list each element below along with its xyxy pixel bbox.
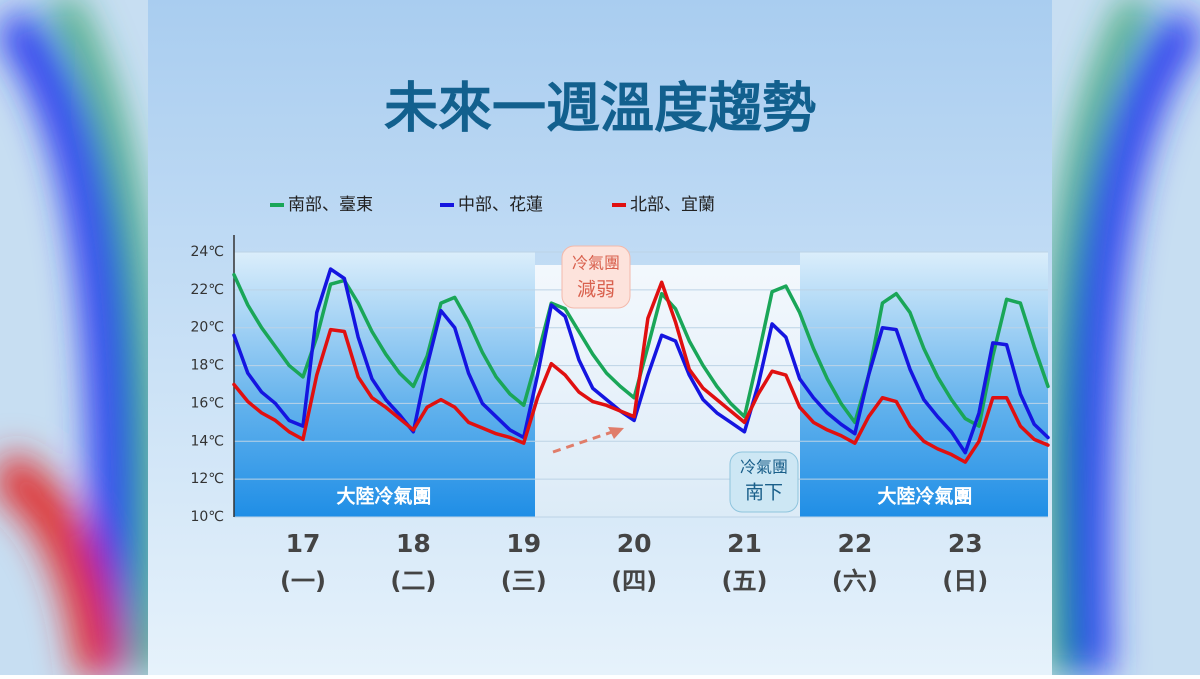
callout: 減弱: [577, 279, 615, 301]
arrow-head: [608, 427, 624, 439]
series-line: [232, 267, 1050, 455]
region-label: 大陸冷氣團: [877, 485, 972, 508]
x-tick-sublabel: (四): [611, 567, 657, 595]
y-tick-label: 12℃: [190, 471, 224, 487]
x-tick-sublabel: (五): [722, 567, 768, 595]
callout: 冷氣團: [740, 458, 788, 477]
x-tick-sublabel: (日): [942, 567, 988, 595]
x-tick-label: 18: [396, 529, 431, 558]
arrow: [552, 430, 613, 454]
y-tick-label: 10℃: [190, 509, 224, 525]
x-tick-sublabel: (二): [390, 567, 436, 595]
legend-label: 中部、花蓮: [458, 195, 543, 215]
y-tick-label: 16℃: [190, 395, 224, 411]
y-tick-label: 20℃: [190, 320, 224, 336]
callout: 冷氣團: [572, 254, 620, 273]
callout: 南下: [745, 482, 783, 504]
callout-box: [729, 451, 799, 513]
x-tick-label: 17: [286, 529, 321, 558]
series-line: [232, 280, 1050, 464]
x-tick-label: 23: [948, 529, 983, 558]
chart-title: 未來一週溫度趨勢: [384, 77, 816, 140]
y-tick-label: 18℃: [190, 358, 224, 374]
y-tick-label: 22℃: [190, 282, 224, 298]
x-tick-sublabel: (六): [832, 567, 878, 595]
legend-label: 北部、宜蘭: [630, 195, 715, 215]
y-tick-label: 14℃: [190, 433, 224, 449]
callout-box: [561, 245, 631, 309]
region-label: 大陸冷氣團: [336, 485, 431, 508]
legend-label: 南部、臺東: [288, 195, 373, 215]
cold-region: [800, 252, 1048, 517]
y-tick-label: 24℃: [190, 244, 224, 260]
x-tick-label: 19: [506, 529, 541, 558]
cold-region: [234, 252, 535, 517]
x-tick-sublabel: (三): [501, 567, 547, 595]
x-tick-label: 20: [617, 529, 652, 558]
x-tick-label: 22: [837, 529, 872, 558]
x-tick-sublabel: (一): [280, 567, 326, 595]
x-tick-label: 21: [727, 529, 762, 558]
